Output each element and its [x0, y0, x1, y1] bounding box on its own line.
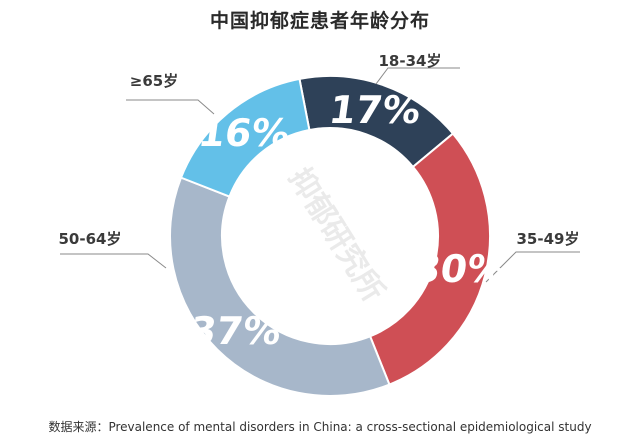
category-label: 35-49岁 [517, 230, 580, 248]
category-label: ≥65岁 [130, 72, 178, 90]
chart-title: 中国抑郁症患者年龄分布 [209, 10, 430, 32]
percentage-labels: 17% 30% 37% 16% [187, 89, 508, 354]
watermark-text: 抑郁研究所 [281, 162, 390, 308]
percent-label: 30% [411, 248, 508, 292]
leader-lines [60, 67, 580, 283]
leader-line [126, 99, 215, 115]
percent-label: 37% [187, 310, 284, 354]
leader-line [375, 67, 460, 85]
segment-65-plus [179, 77, 311, 198]
category-labels: 18-34岁 35-49岁 50-64岁 ≥65岁 [59, 52, 580, 248]
leader-line [60, 253, 167, 269]
category-label: 18-34岁 [379, 52, 442, 70]
percent-label: 17% [326, 89, 423, 133]
donut-segments [169, 75, 491, 397]
category-label: 50-64岁 [59, 230, 122, 248]
source-note: 数据来源：Prevalence of mental disorders in C… [48, 420, 592, 434]
segment-50-64 [169, 176, 391, 397]
percent-label: 16% [195, 112, 292, 156]
segment-35-49 [368, 132, 491, 386]
leader-line [485, 251, 580, 283]
